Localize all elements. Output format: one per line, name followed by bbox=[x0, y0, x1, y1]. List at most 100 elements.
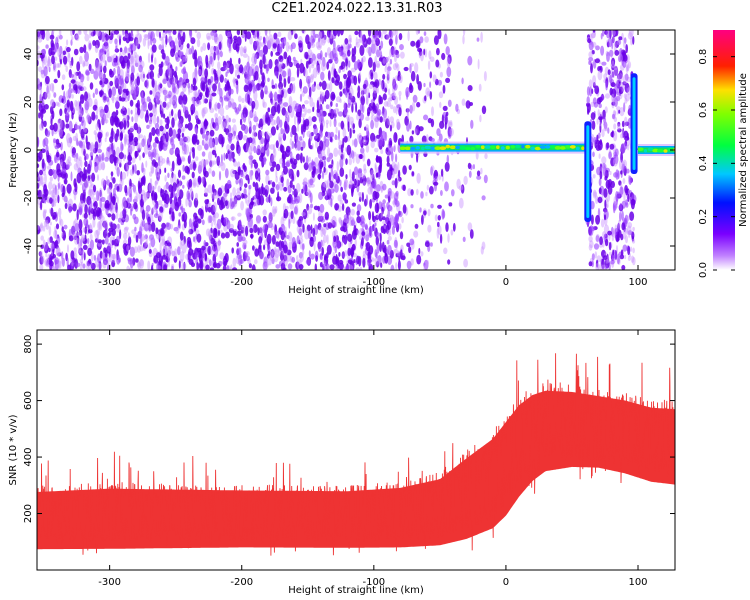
noise-blob bbox=[173, 70, 177, 78]
noise-blob bbox=[59, 128, 65, 139]
noise-blob bbox=[283, 51, 288, 60]
noise-blob bbox=[299, 251, 304, 263]
noise-blob bbox=[162, 78, 168, 85]
noise-region bbox=[585, 30, 637, 270]
noise-blob bbox=[190, 97, 195, 102]
noise-blob bbox=[147, 216, 151, 226]
noise-blob bbox=[155, 91, 161, 100]
noise-blob bbox=[395, 30, 398, 37]
noise-blob bbox=[348, 157, 352, 166]
noise-blob bbox=[437, 215, 441, 221]
noise-blob bbox=[588, 40, 594, 51]
noise-blob bbox=[238, 182, 242, 188]
noise-blob bbox=[309, 97, 314, 107]
noise-blob bbox=[175, 37, 178, 45]
noise-blob bbox=[604, 265, 608, 270]
noise-blob bbox=[346, 264, 350, 270]
noise-blob bbox=[175, 44, 178, 52]
noise-blob bbox=[196, 117, 200, 125]
noise-blob bbox=[611, 93, 615, 102]
noise-blob bbox=[107, 52, 110, 63]
noise-blob bbox=[300, 234, 303, 240]
noise-blob bbox=[150, 235, 155, 241]
noise-blob bbox=[202, 94, 205, 104]
noise-blob bbox=[227, 31, 231, 38]
band-core bbox=[430, 146, 436, 151]
noise-blob bbox=[481, 105, 487, 115]
noise-blob bbox=[54, 42, 58, 53]
noise-blob bbox=[123, 162, 129, 172]
noise-blob bbox=[96, 229, 101, 236]
noise-blob bbox=[142, 37, 147, 47]
noise-blob bbox=[138, 55, 142, 63]
noise-blob bbox=[606, 142, 610, 149]
noise-blob bbox=[46, 154, 52, 163]
noise-blob bbox=[302, 181, 308, 186]
noise-blob bbox=[359, 34, 363, 44]
noise-blob bbox=[135, 34, 138, 39]
noise-blob bbox=[627, 194, 630, 202]
noise-blob bbox=[373, 71, 378, 81]
noise-blob bbox=[120, 177, 124, 187]
noise-blob bbox=[395, 214, 399, 221]
noise-blob bbox=[48, 181, 53, 191]
noise-blob bbox=[227, 99, 230, 109]
noise-blob bbox=[299, 93, 303, 102]
noise-blob bbox=[603, 126, 609, 132]
noise-blob bbox=[591, 50, 595, 55]
noise-blob bbox=[71, 259, 74, 267]
noise-blob bbox=[136, 145, 141, 150]
noise-blob bbox=[322, 228, 326, 236]
noise-blob bbox=[176, 178, 180, 187]
noise-blob bbox=[206, 257, 210, 264]
noise-blob bbox=[310, 253, 315, 260]
noise-blob bbox=[595, 259, 599, 268]
noise-blob bbox=[119, 121, 124, 130]
band-core bbox=[581, 146, 585, 150]
noise-blob bbox=[97, 221, 102, 230]
noise-blob bbox=[190, 262, 196, 268]
noise-blob bbox=[328, 164, 333, 169]
noise-blob bbox=[379, 232, 382, 243]
noise-blob bbox=[184, 144, 190, 156]
noise-blob bbox=[386, 33, 390, 41]
noise-blob bbox=[315, 134, 318, 139]
noise-blob bbox=[233, 160, 238, 167]
noise-blob bbox=[620, 249, 624, 256]
noise-blob bbox=[379, 241, 382, 252]
noise-blob bbox=[111, 127, 114, 139]
noise-blob bbox=[124, 136, 127, 145]
noise-blob bbox=[437, 221, 440, 228]
noise-blob bbox=[160, 135, 165, 143]
noise-blob bbox=[613, 123, 617, 130]
noise-blob bbox=[305, 60, 309, 69]
noise-blob bbox=[152, 104, 157, 114]
noise-blob bbox=[290, 83, 296, 94]
noise-blob bbox=[181, 59, 186, 65]
noise-blob bbox=[409, 120, 412, 130]
noise-blob bbox=[211, 214, 216, 222]
noise-blob bbox=[200, 77, 206, 83]
noise-blob bbox=[393, 145, 396, 153]
noise-blob bbox=[171, 250, 175, 257]
noise-blob bbox=[73, 71, 78, 82]
noise-blob bbox=[228, 228, 234, 233]
noise-blob bbox=[467, 85, 473, 92]
noise-blob bbox=[133, 246, 138, 254]
noise-blob bbox=[40, 69, 44, 75]
noise-blob bbox=[205, 264, 210, 270]
noise-blob bbox=[210, 30, 216, 41]
noise-blob bbox=[592, 97, 597, 105]
noise-blob bbox=[67, 264, 71, 270]
noise-blob bbox=[403, 66, 409, 72]
noise-blob bbox=[154, 180, 157, 190]
noise-blob bbox=[605, 80, 608, 91]
noise-blob bbox=[83, 252, 86, 261]
noise-blob bbox=[378, 212, 383, 222]
noise-blob bbox=[152, 206, 157, 213]
noise-blob bbox=[313, 126, 318, 135]
noise-blob bbox=[622, 244, 628, 252]
noise-blob bbox=[291, 141, 295, 149]
noise-blob bbox=[126, 65, 130, 74]
noise-blob bbox=[353, 45, 357, 56]
